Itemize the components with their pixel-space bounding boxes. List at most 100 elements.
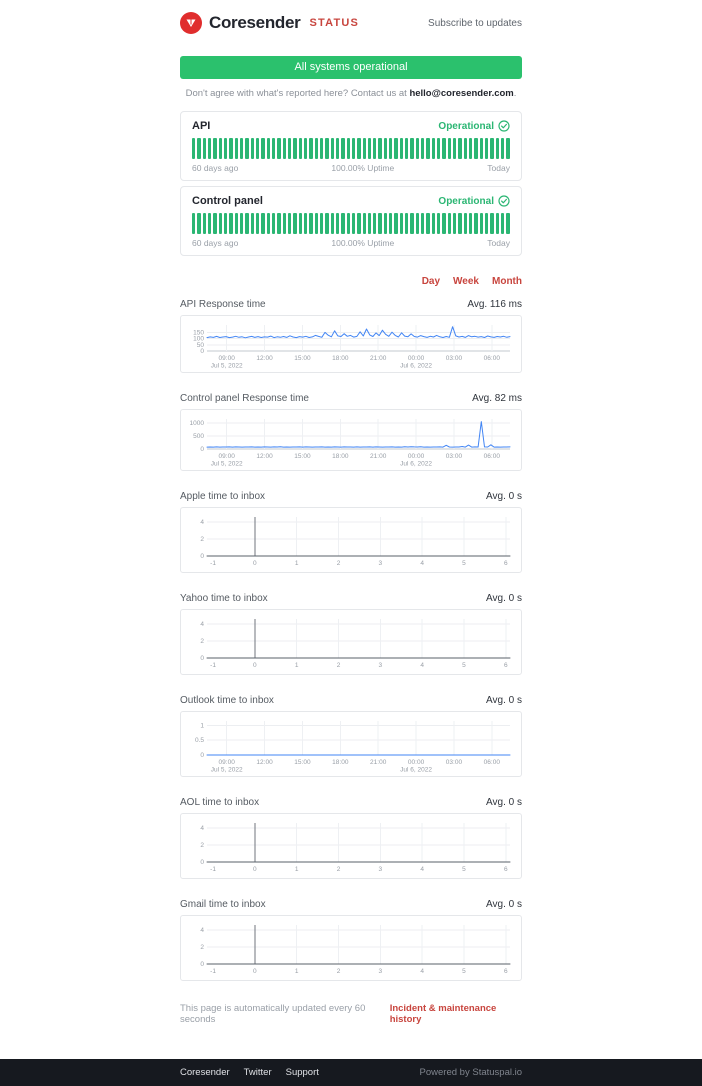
svg-text:03:00: 03:00 [446,453,463,460]
svg-text:06:00: 06:00 [484,453,501,460]
svg-text:100: 100 [193,336,204,343]
uptime-bar [197,213,201,234]
outlook-time-to-inbox-chart[interactable]: 0 0.5 1 09:00 Jul 5, 2022 12:00 15:00 18:00 21:0… [180,711,522,777]
svg-text:4: 4 [200,519,204,526]
svg-text:00:00: 00:00 [408,759,425,766]
svg-text:2: 2 [200,638,204,645]
chart-title: AOL time to inbox [180,797,260,808]
uptime-bar [474,213,478,234]
footer-link-support[interactable]: Support [285,1067,319,1078]
brand-status-label: STATUS [309,17,360,29]
uptime-bar [341,138,345,159]
uptime-bar [490,213,494,234]
page-footer: Coresender Twitter Support Powered by Stat… [0,1059,702,1086]
svg-text:4: 4 [200,825,204,832]
contact-email-link[interactable]: hello@coresender.com [409,88,514,99]
service-status-badge: Operational [438,195,510,207]
uptime-bar [506,138,510,159]
uptime-bar [458,213,462,234]
service-card-api: API Operational 60 days ago 100.00% Upti… [180,111,522,181]
uptime-bar [335,213,340,234]
uptime-percent: 100.00% Uptime [331,238,395,248]
uptime-bar [463,138,468,159]
service-card-control-panel: Control panel Operational 60 days ago 10… [180,186,522,256]
uptime-bar [415,213,420,234]
svg-text:50: 50 [197,342,205,349]
chart-svg-aol-time-to-inbox: 0 2 4 -1 0 1 2 3 4 5 6 [200,823,511,873]
apple-time-to-inbox-chart[interactable]: 0 2 4 -1 0 1 2 3 4 5 6 [180,507,522,573]
uptime-bar [501,213,505,234]
uptime-bar [442,138,446,159]
tab-day[interactable]: Day [421,276,441,287]
uptime-bar [213,213,217,234]
chart-average-value: Avg. 0 s [486,695,522,706]
uptime-bar [202,213,206,234]
svg-text:Jul 6, 2022: Jul 6, 2022 [400,767,432,774]
uptime-bar [192,138,196,159]
uptime-bar [229,213,233,234]
svg-text:Jul 6, 2022: Jul 6, 2022 [400,461,432,468]
uptime-bar [192,213,196,234]
uptime-bar [245,213,249,234]
uptime-bar [309,213,313,234]
service-status-badge: Operational [438,120,510,132]
uptime-bar [341,213,345,234]
powered-by-label: Powered by Statuspal.io [419,1067,522,1078]
yahoo-time-to-inbox-chart[interactable]: 0 2 4 -1 0 1 2 3 4 5 6 [180,609,522,675]
uptime-bar [389,213,393,234]
uptime-bar [282,213,286,234]
uptime-bar [309,138,313,159]
svg-text:1: 1 [295,560,299,567]
incident-history-link[interactable]: Incident & maintenance history [389,1003,497,1025]
chart-title: Yahoo time to inbox [180,593,268,604]
svg-text:4: 4 [200,927,204,934]
svg-text:2: 2 [337,968,341,975]
svg-text:00:00: 00:00 [408,453,425,460]
svg-text:5: 5 [462,662,466,669]
uptime-bar [287,213,292,234]
svg-text:Jul 6, 2022: Jul 6, 2022 [400,363,432,370]
chart-section-gmail-time-to-inbox: Gmail time to inbox Avg. 0 s 0 2 4 -1 0 1 2 3 4 5… [180,899,522,981]
svg-text:0: 0 [200,655,204,662]
chart-svg-gmail-time-to-inbox: 0 2 4 -1 0 1 2 3 4 5 6 [200,925,511,975]
uptime-bar [389,138,393,159]
api-response-time-chart[interactable]: 0 50 100 150 09:00 Jul 5, 2022 12:00 15:00 18:00… [180,315,522,373]
uptime-bars[interactable] [192,138,510,159]
uptime-bar [501,138,505,159]
page-header: Coresender STATUS Subscribe to updates [180,0,522,34]
uptime-bar [266,213,270,234]
uptime-bars[interactable] [192,213,510,234]
control-panel-response-time-chart[interactable]: 0 500 1000 09:00 Jul 5, 2022 12:00 15:00 18:00 2… [180,409,522,471]
uptime-bar [453,138,457,159]
uptime-bar [495,138,500,159]
auto-update-note: This page is automatically updated every… [180,1003,366,1025]
svg-text:Jul 5, 2022: Jul 5, 2022 [211,363,243,370]
tab-month[interactable]: Month [492,276,522,287]
svg-text:09:00: 09:00 [219,453,236,460]
svg-text:3: 3 [379,866,383,873]
uptime-bar [421,138,425,159]
gmail-time-to-inbox-chart[interactable]: 0 2 4 -1 0 1 2 3 4 5 6 [180,915,522,981]
uptime-bar [394,138,398,159]
uptime-bar [469,138,473,159]
uptime-bar [303,213,308,234]
subscribe-link[interactable]: Subscribe to updates [428,17,522,29]
svg-text:-1: -1 [210,560,216,567]
footer-link-twitter[interactable]: Twitter [243,1067,272,1078]
aol-time-to-inbox-chart[interactable]: 0 2 4 -1 0 1 2 3 4 5 6 [180,813,522,879]
svg-text:500: 500 [193,433,204,440]
uptime-range-end: Today [487,238,510,248]
uptime-bar [485,138,489,159]
uptime-bar [479,138,484,159]
uptime-bar [426,138,430,159]
chart-title: API Response time [180,299,266,310]
svg-text:Jul 5, 2022: Jul 5, 2022 [211,767,243,774]
tab-week[interactable]: Week [453,276,479,287]
uptime-bar [485,213,489,234]
uptime-bar [474,138,478,159]
uptime-bar [357,213,361,234]
uptime-bar [383,138,388,159]
uptime-bar [314,213,318,234]
footer-link-coresender[interactable]: Coresender [180,1067,230,1078]
